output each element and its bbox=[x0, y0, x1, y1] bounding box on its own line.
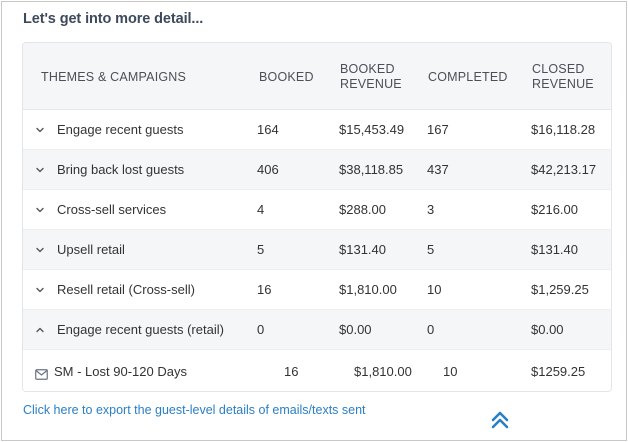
closed-revenue: $1,259.25 bbox=[531, 282, 589, 297]
mail-icon bbox=[35, 367, 48, 380]
theme-name: Engage recent guests (retail) bbox=[57, 322, 224, 337]
closed-revenue: $131.40 bbox=[531, 242, 578, 257]
table-row[interactable]: Resell retail (Cross-sell) 16 $1,810.00 10 $… bbox=[23, 270, 611, 310]
completed-count: 3 bbox=[427, 202, 435, 217]
campaign-table: THEMES & CAMPAIGNS BOOKED BOOKED REVENUE… bbox=[22, 42, 612, 392]
chevron-down-icon[interactable] bbox=[35, 285, 45, 295]
export-guest-details-link[interactable]: Click here to export the guest-level det… bbox=[23, 403, 366, 417]
column-header-closed-revenue-line2: REVENUE bbox=[532, 77, 594, 91]
closed-revenue: $16,118.28 bbox=[531, 122, 596, 137]
column-header-booked-revenue-line1: BOOKED bbox=[340, 62, 395, 76]
table-row[interactable]: Engage recent guests (retail) 0 $0.00 0 $0.0… bbox=[23, 310, 611, 350]
theme-name: Resell retail (Cross-sell) bbox=[57, 282, 195, 297]
theme-name: Bring back lost guests bbox=[57, 162, 185, 177]
theme-name: Engage recent guests bbox=[57, 122, 184, 137]
campaign-booked: 16 bbox=[284, 364, 299, 379]
chevron-down-icon[interactable] bbox=[35, 125, 45, 135]
completed-count: 0 bbox=[427, 322, 435, 337]
scroll-to-top-button[interactable] bbox=[489, 409, 511, 431]
booked-revenue: $131.40 bbox=[339, 242, 386, 257]
table-row[interactable]: Bring back lost guests 406 $38,118.85 437 $4… bbox=[23, 150, 611, 190]
booked-count: 406 bbox=[257, 162, 279, 177]
campaign-completed: 10 bbox=[443, 364, 458, 379]
section-heading: Let's get into more detail... bbox=[23, 11, 204, 27]
booked-count: 0 bbox=[257, 322, 265, 337]
table-row[interactable]: Upsell retail 5 $131.40 5 $131.40 bbox=[23, 230, 611, 270]
booked-revenue: $38,118.85 bbox=[339, 162, 404, 177]
booked-count: 5 bbox=[257, 242, 265, 257]
column-header-booked-revenue-line2: REVENUE bbox=[340, 77, 402, 91]
completed-count: 5 bbox=[427, 242, 435, 257]
booked-revenue: $288.00 bbox=[339, 202, 386, 217]
campaign-closed-revenue: $1259.25 bbox=[531, 364, 586, 379]
double-chevron-up-icon bbox=[491, 411, 509, 429]
booked-count: 4 bbox=[257, 202, 265, 217]
column-header-booked: BOOKED bbox=[259, 70, 314, 84]
table-row[interactable]: Engage recent guests 164 $15,453.49 167 $16,… bbox=[23, 110, 611, 150]
closed-revenue: $0.00 bbox=[531, 322, 564, 337]
column-header-booked-revenue: BOOKED REVENUE bbox=[340, 62, 402, 92]
theme-name: Cross-sell services bbox=[57, 202, 167, 217]
column-header-closed-revenue: CLOSED REVENUE bbox=[532, 62, 594, 92]
campaign-row[interactable]: SM - Lost 90-120 Days 16 $1,810.00 10 $1… bbox=[23, 352, 611, 391]
campaign-booked-revenue: $1,810.00 bbox=[354, 364, 412, 379]
closed-revenue: $216.00 bbox=[531, 202, 578, 217]
completed-count: 437 bbox=[427, 162, 449, 177]
chevron-down-icon[interactable] bbox=[35, 165, 45, 175]
closed-revenue: $42,213.17 bbox=[531, 162, 597, 177]
column-header-completed: COMPLETED bbox=[428, 70, 508, 84]
theme-name: Upsell retail bbox=[57, 242, 125, 257]
booked-revenue: $15,453.49 bbox=[339, 122, 405, 137]
table-row[interactable]: Cross-sell services 4 $288.00 3 $216.00 bbox=[23, 190, 611, 230]
completed-count: 10 bbox=[427, 282, 442, 297]
booked-revenue: $0.00 bbox=[339, 322, 372, 337]
completed-count: 167 bbox=[427, 122, 449, 137]
booked-count: 16 bbox=[257, 282, 272, 297]
chevron-down-icon[interactable] bbox=[35, 205, 45, 215]
column-header-themes: THEMES & CAMPAIGNS bbox=[41, 70, 187, 84]
column-header-closed-revenue-line1: CLOSED bbox=[532, 62, 585, 76]
chevron-up-icon[interactable] bbox=[35, 325, 45, 335]
table-header: THEMES & CAMPAIGNS BOOKED BOOKED REVENUE… bbox=[23, 43, 611, 110]
booked-count: 164 bbox=[257, 122, 279, 137]
booked-revenue: $1,810.00 bbox=[339, 282, 397, 297]
campaign-name: SM - Lost 90-120 Days bbox=[54, 364, 187, 379]
chevron-down-icon[interactable] bbox=[35, 245, 45, 255]
